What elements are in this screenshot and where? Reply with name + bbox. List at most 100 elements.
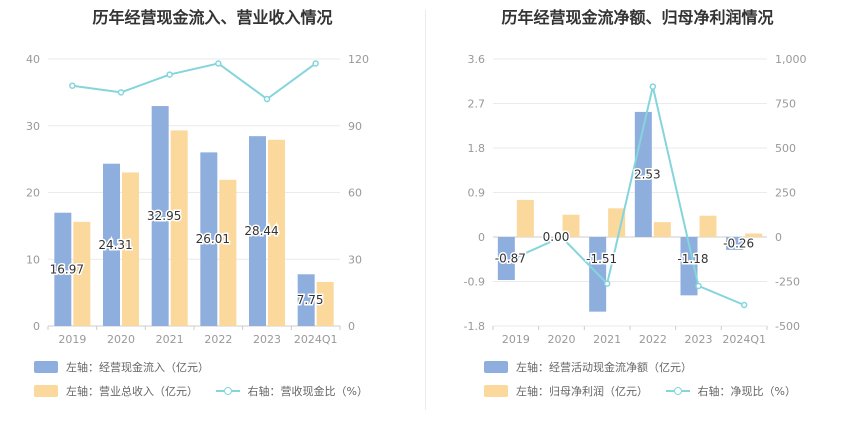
legend-label-cash-inflow: 左轴：经营现金流入（亿元） <box>66 361 209 374</box>
x-tick-label: 2022 <box>639 333 667 346</box>
bar-data-label: -0.26 <box>723 236 754 250</box>
legend-label-revenue: 左轴：营业总收入（亿元） <box>66 385 198 398</box>
legend-swatch-cash-inflow <box>34 361 58 373</box>
legend-item-revenue-cash-ratio[interactable]: 右轴：营收现金比（%） <box>215 383 368 399</box>
bar-series2 <box>316 281 334 326</box>
x-tick-label: 2024Q1 <box>294 333 338 346</box>
left-legend-row2: 左轴：营业总收入（亿元） 右轴：营收现金比（%） <box>34 383 382 399</box>
right-chart-title: 历年经营现金流净额、归母净利润情况 <box>501 8 774 27</box>
bar-series1 <box>103 163 120 326</box>
y-right-tick-label: 750 <box>775 98 796 111</box>
x-tick-label: 2022 <box>204 333 232 346</box>
legend-label-net-cash-ratio: 右轴：净现比（%） <box>697 385 796 398</box>
y-right-tick-label: -250 <box>775 276 800 289</box>
bar-data-label: 28.44 <box>244 224 278 238</box>
legend-item-net-profit[interactable]: 左轴：归母净利润（亿元） <box>484 383 648 399</box>
bar-series2 <box>122 172 139 326</box>
left-chart-plot: 0 10 20 30 40 0 30 60 90 120 2019 2020 2021 2022 2023 2… <box>26 53 369 346</box>
x-tick-label: 2021 <box>593 333 621 346</box>
line-point <box>117 89 125 96</box>
right-legend-row2: 左轴：归母净利润（亿元） 右轴：净现比（%） <box>484 383 810 399</box>
bar-series2 <box>219 179 237 326</box>
bar-data-label: 24.31 <box>98 238 132 252</box>
legend-item-net-cash-ratio[interactable]: 右轴：净现比（%） <box>665 383 796 399</box>
bar-series1 <box>543 237 561 238</box>
right-chart-plot: -1.8 -0.9 0 0.9 1.8 2.7 3.6 -500 -250 0 250 500 750 1… <box>464 53 807 346</box>
bar-data-label: 16.97 <box>50 262 84 276</box>
y-right-tick-label: 60 <box>348 187 362 200</box>
bar-series2 <box>73 221 91 326</box>
y-right-tick-label: 90 <box>348 120 362 133</box>
y-left-tick-label: 0.9 <box>468 187 486 200</box>
line-point <box>649 83 657 90</box>
x-tick-label: 2020 <box>548 333 576 346</box>
bar-data-label: -1.18 <box>677 252 708 266</box>
bar-series2 <box>745 233 763 237</box>
bar-series1 <box>151 106 169 326</box>
y-left-tick-label: 10 <box>26 253 40 266</box>
left-chart-title: 历年经营现金流入、营业收入情况 <box>92 8 333 27</box>
x-tick-label: 2020 <box>107 333 135 346</box>
x-tick-label: 2023 <box>253 333 281 346</box>
legend-label-revenue-cash-ratio: 右轴：营收现金比（%） <box>247 385 368 398</box>
y-left-tick-label: 40 <box>26 53 40 66</box>
legend-item-revenue[interactable]: 左轴：营业总收入（亿元） <box>34 383 198 399</box>
line-point <box>263 95 271 103</box>
left-chart-panel: 历年经营现金流入、营业收入情况 0 10 20 30 40 0 30 60 90 120 2019 2… <box>26 8 382 399</box>
bar-series2 <box>516 199 534 237</box>
legend-swatch-net-cash-flow <box>484 361 508 373</box>
y-right-tick-label: 30 <box>348 253 362 266</box>
legend-label-net-cash-flow: 左轴：经营活动现金流净额（亿元） <box>516 361 692 374</box>
y-left-tick-label: 0 <box>33 320 40 333</box>
bar-series1 <box>54 212 72 326</box>
line-series <box>515 86 745 306</box>
y-left-tick-label: 2.7 <box>468 98 486 111</box>
bar-series2 <box>170 130 188 326</box>
legend-line-icon <box>665 385 690 397</box>
y-left-tick-label: 0 <box>478 231 485 244</box>
y-left-tick-label: 20 <box>26 187 40 200</box>
y-left-tick-label: 1.8 <box>468 142 486 155</box>
legend-line-icon <box>215 385 240 397</box>
y-left-tick-label: -1.8 <box>464 320 485 333</box>
y-right-tick-label: 250 <box>775 187 796 200</box>
bar-series2 <box>268 139 285 326</box>
x-tick-label: 2023 <box>685 333 713 346</box>
right-legend-row1: 左轴：经营活动现金流净额（亿元） <box>484 359 706 375</box>
bar-series1 <box>726 237 744 250</box>
panel-divider <box>425 10 426 410</box>
bar-data-label: 2.53 <box>634 167 661 181</box>
legend-swatch-net-profit <box>484 385 508 397</box>
legend-item-net-cash-flow[interactable]: 左轴：经营活动现金流净额（亿元） <box>484 359 692 375</box>
legend-item-cash-inflow[interactable]: 左轴：经营现金流入（亿元） <box>34 359 209 375</box>
bar-series1 <box>297 274 315 326</box>
line-point <box>166 71 173 78</box>
bar-series2 <box>699 215 717 237</box>
legend-swatch-revenue <box>34 385 58 397</box>
y-right-tick-label: 0 <box>775 231 782 244</box>
bar-data-label: 26.01 <box>196 232 230 246</box>
x-tick-label: 2019 <box>58 333 86 346</box>
bar-series2 <box>562 214 580 237</box>
y-right-tick-label: 1,000 <box>775 53 807 66</box>
line-point <box>512 254 520 261</box>
line-series <box>72 62 317 101</box>
line-point <box>215 60 222 67</box>
y-right-tick-label: 120 <box>348 53 369 66</box>
y-right-tick-label: 500 <box>775 142 796 155</box>
y-left-tick-label: 30 <box>26 120 40 133</box>
bar-data-label: 32.95 <box>147 209 181 223</box>
bar-data-label: 7.75 <box>297 293 324 307</box>
bar-data-label: 0.00 <box>543 230 570 244</box>
bar-data-label: -1.51 <box>586 252 617 266</box>
line-point <box>69 82 76 89</box>
x-tick-label: 2024Q1 <box>722 333 766 346</box>
line-point <box>740 301 748 309</box>
bar-series1 <box>680 237 698 296</box>
bar-series1 <box>200 152 218 326</box>
y-left-tick-label: -0.9 <box>464 276 485 289</box>
bar-series2 <box>608 208 626 237</box>
line-point <box>695 282 702 290</box>
bar-series1 <box>249 136 266 326</box>
bar-series1 <box>497 237 515 281</box>
